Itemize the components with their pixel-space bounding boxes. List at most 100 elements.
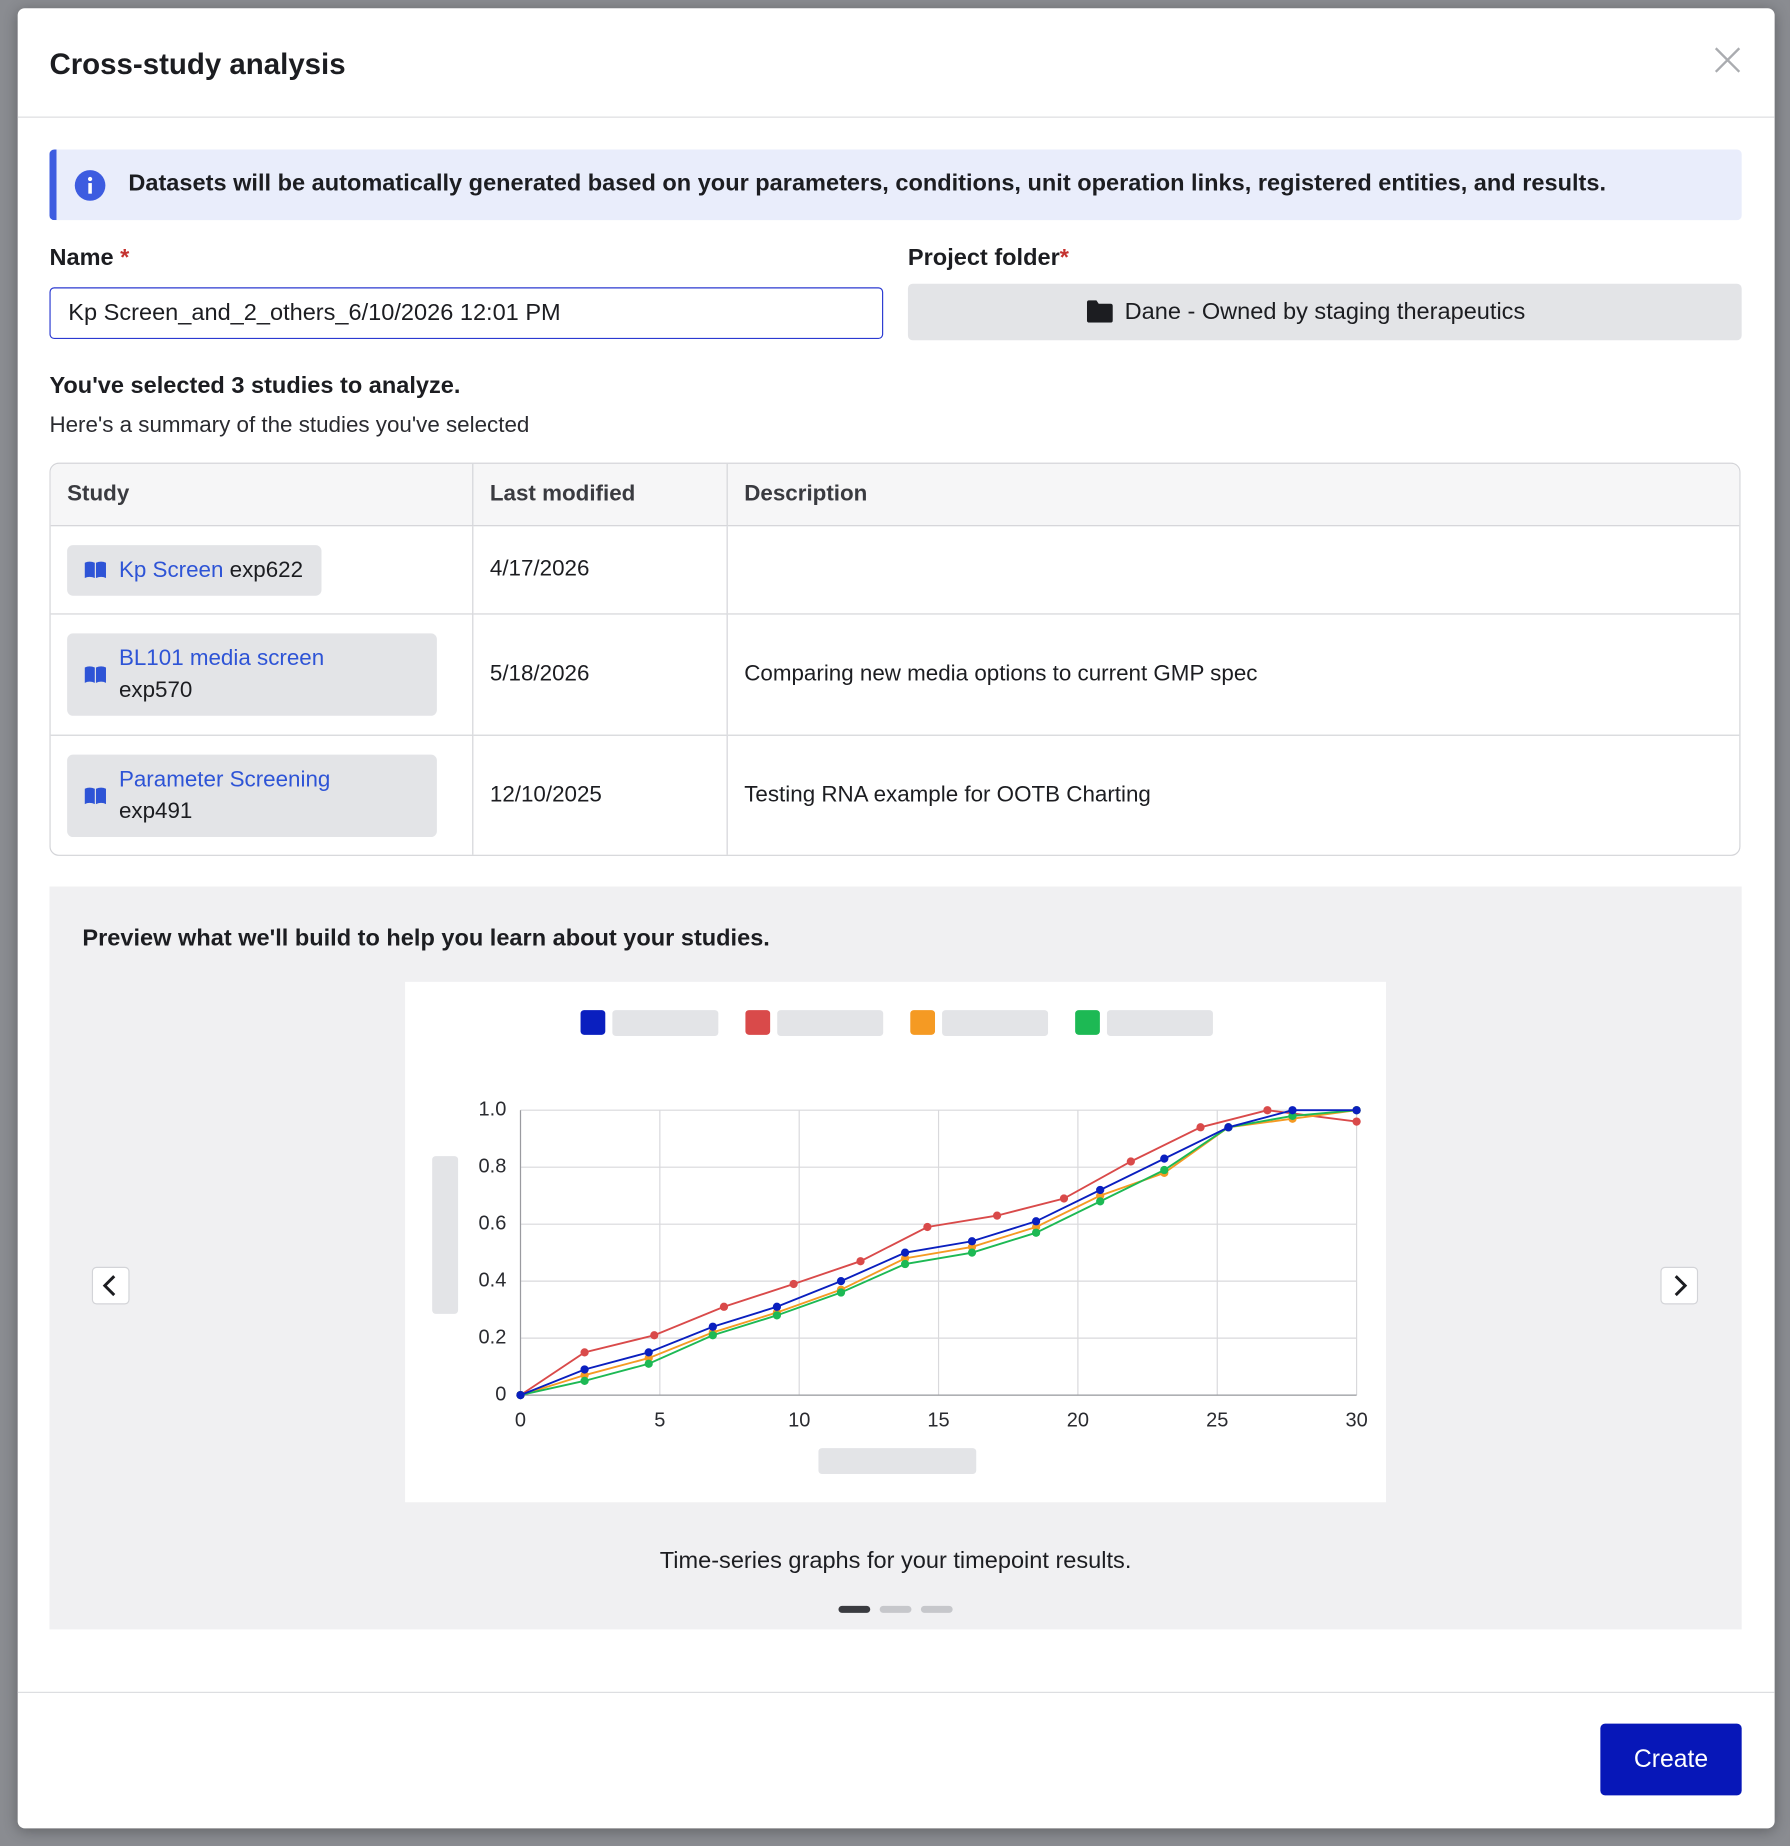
- data-point: [1059, 1194, 1069, 1203]
- preview-panel: Preview what we'll build to help you lea…: [49, 886, 1742, 1630]
- data-point: [580, 1371, 589, 1380]
- study-icon: [84, 787, 106, 805]
- study-chip[interactable]: BL101 media screen exp570: [67, 633, 437, 716]
- folder-icon: [1086, 300, 1113, 323]
- legend-placeholder: [612, 1010, 719, 1037]
- study-cell: BL101 media screen exp570: [50, 613, 473, 736]
- description-cell: Comparing new media options to current G…: [726, 613, 1740, 736]
- description: Comparing new media options to current G…: [744, 661, 1258, 687]
- info-text: Datasets will be automatically generated…: [128, 170, 1606, 197]
- y-tick-label: 0: [495, 1383, 506, 1405]
- data-point: [1263, 1106, 1272, 1115]
- table: Study Last modified Description Kp Screen …: [50, 463, 1740, 855]
- y-tick-label: 0.6: [479, 1212, 507, 1234]
- x-tick-label: 25: [1206, 1409, 1228, 1431]
- data-point: [1126, 1157, 1135, 1166]
- data-point: [650, 1331, 659, 1340]
- study-id: exp622: [229, 557, 304, 583]
- info-banner: Datasets will be automatically generated…: [49, 149, 1742, 221]
- modal-title: Cross-study analysis: [49, 48, 346, 82]
- studies-table: Study Last modified Description Kp Screen …: [49, 462, 1741, 856]
- data-point: [900, 1248, 910, 1257]
- data-point: [1288, 1106, 1297, 1115]
- x-tick-label: 15: [927, 1409, 949, 1431]
- carousel-dots: [838, 1605, 953, 1613]
- data-point: [836, 1288, 846, 1297]
- data-point: [580, 1365, 589, 1374]
- data-point: [580, 1376, 589, 1385]
- legend-swatch: [910, 1010, 936, 1035]
- chevron-right: [1674, 1275, 1688, 1297]
- x-tick-label: 5: [654, 1409, 665, 1431]
- preview-heading: Preview what we'll build to help you lea…: [82, 925, 770, 952]
- series-line: [520, 1109, 1357, 1397]
- data-point: [1224, 1123, 1233, 1132]
- folder-value: Dane - Owned by staging therapeutics: [1124, 299, 1526, 325]
- chart-card: 0 0.2 0.4 0.6 0.8 1.0 0 5 10 15 20 25 30: [405, 981, 1387, 1503]
- dot-active[interactable]: [838, 1605, 871, 1613]
- required-mark: *: [1059, 244, 1069, 271]
- data-point: [900, 1259, 910, 1269]
- data-point: [967, 1248, 977, 1257]
- legend-placeholder: [1106, 1010, 1213, 1037]
- legend-swatch: [745, 1010, 771, 1035]
- data-point: [644, 1359, 653, 1368]
- next-button[interactable]: [1660, 1266, 1699, 1305]
- data-point: [923, 1222, 932, 1232]
- y-tick-label: 1.0: [479, 1098, 507, 1120]
- column-header: Last modified: [472, 463, 728, 527]
- table-row: Parameter Screening exp491 12/10/2025 Testi…: [51, 735, 1740, 855]
- study-chip[interactable]: Parameter Screening exp491: [67, 754, 437, 838]
- data-point: [1096, 1185, 1105, 1195]
- legend-swatch: [1075, 1010, 1100, 1035]
- data-point: [1031, 1228, 1041, 1237]
- y-axis-title-placeholder: [432, 1156, 459, 1314]
- data-point: [1352, 1117, 1361, 1126]
- folder-select[interactable]: Dane - Owned by staging therapeutics: [907, 283, 1742, 341]
- study-text: BL101 media screen exp570: [119, 643, 324, 707]
- header-row: Study Last modified Description: [50, 463, 1740, 527]
- book: [84, 666, 106, 683]
- create-button[interactable]: Create: [1600, 1723, 1742, 1796]
- dot[interactable]: [879, 1605, 912, 1613]
- data-point: [772, 1311, 782, 1320]
- description-cell: Testing RNA example for OOTB Charting: [726, 735, 1740, 855]
- data-point: [856, 1257, 865, 1266]
- description: Testing RNA example for OOTB Charting: [744, 783, 1151, 808]
- description-cell: [726, 525, 1740, 615]
- y-tick-label: 0.2: [479, 1326, 507, 1348]
- y-tick-label: 0.4: [479, 1269, 507, 1291]
- study-icon: [84, 666, 106, 683]
- data-point: [1196, 1123, 1205, 1132]
- data-point: [1160, 1165, 1169, 1175]
- last-modified: 5/18/2026: [472, 613, 728, 736]
- column-header: Study: [50, 463, 473, 527]
- x-axis-title-placeholder: [818, 1448, 977, 1474]
- study-chip[interactable]: Kp Screen exp622: [67, 544, 322, 596]
- table-body: Kp Screen exp622 4/17/2026 BL101 media scr…: [50, 525, 1740, 855]
- name-input[interactable]: Kp Screen_and_2_others_6/10/2026 12:01 P…: [49, 287, 884, 340]
- y-tick-label: 0.8: [479, 1155, 507, 1177]
- data-point: [708, 1331, 717, 1340]
- table-row: Kp Screen exp622 4/17/2026: [50, 525, 1740, 615]
- label-text: Project folder: [907, 244, 1060, 271]
- x-tick-label: 10: [788, 1409, 810, 1431]
- close-button[interactable]: [1713, 46, 1741, 74]
- study-name: BL101 media screen: [118, 646, 325, 672]
- study-icon: [84, 561, 106, 579]
- legend-placeholder: [777, 1010, 884, 1037]
- dot[interactable]: [920, 1605, 953, 1613]
- data-point: [789, 1279, 798, 1289]
- study-name: Parameter Screening: [118, 767, 331, 793]
- study-cell: Kp Screen exp622: [50, 525, 473, 615]
- divider: [17, 116, 1775, 118]
- study-id: exp570: [118, 678, 193, 703]
- chevron-left: [102, 1275, 116, 1297]
- modal: Cross-study analysis Datasets will be au…: [17, 8, 1775, 1829]
- summary-text: Here's a summary of the studies you've s…: [49, 413, 530, 438]
- data-point: [644, 1348, 653, 1357]
- prev-button[interactable]: [91, 1266, 130, 1305]
- book: [84, 787, 106, 805]
